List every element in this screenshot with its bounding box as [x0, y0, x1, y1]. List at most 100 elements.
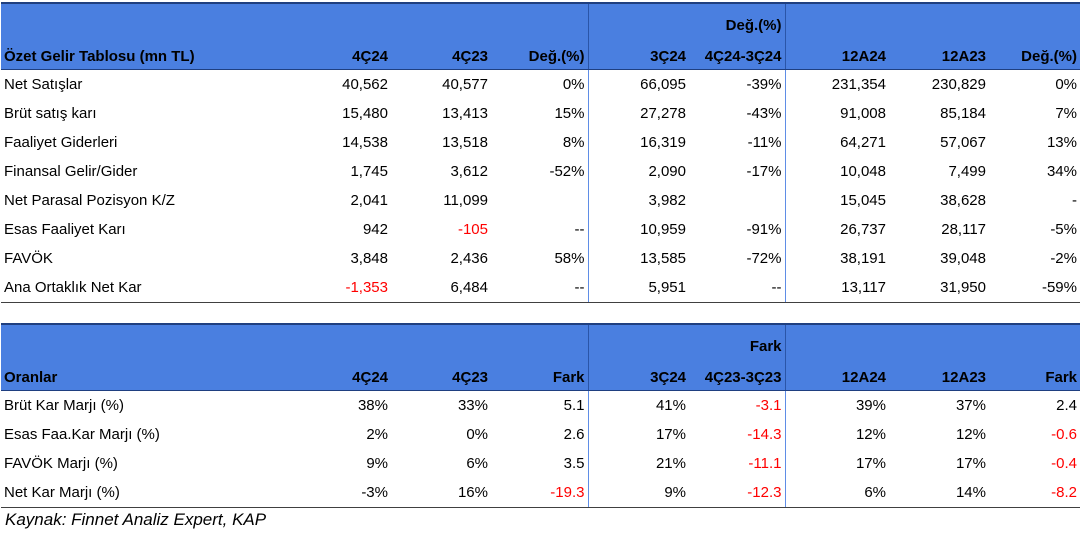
- row-label: Esas Faaliyet Karı: [4, 221, 126, 238]
- header-12a24: 12A24: [784, 355, 889, 391]
- table-cell: --: [491, 273, 588, 303]
- table-cell: 16,319: [587, 128, 689, 157]
- table-cell: 34%: [1046, 163, 1077, 180]
- table-cell: 39%: [784, 390, 889, 420]
- table-cell: [491, 186, 588, 215]
- header-spacer: [1, 3, 291, 34]
- table-cell: 40,562: [342, 76, 388, 93]
- header-spacer: [889, 3, 989, 34]
- table-cell: 6%: [466, 455, 488, 472]
- table-cell: -2%: [1050, 250, 1077, 267]
- table-cell: 13,117: [784, 273, 889, 303]
- header-spacer: [491, 324, 588, 355]
- table-cell: -0.4: [1051, 455, 1077, 472]
- header-title: Özet Gelir Tablosu (mn TL): [1, 34, 291, 70]
- header-diff-qoq-top: Fark: [689, 324, 785, 355]
- table-cell: 8%: [562, 134, 585, 151]
- table-cell: -14.3: [747, 426, 782, 443]
- table-cell: 3.5: [563, 455, 585, 472]
- table-cell: -11%: [747, 134, 782, 151]
- header-diff-annual: Fark: [989, 355, 1080, 391]
- header-spacer: [587, 3, 689, 34]
- table-cell: 230,829: [931, 76, 986, 93]
- table-row: Net Satışlar 40,562 40,577 0% 66,095 -39% 231,…: [1, 69, 1080, 99]
- header-4c24: 4Ç24: [291, 34, 391, 70]
- table-cell: 17%: [784, 449, 889, 478]
- header-spacer: [391, 324, 491, 355]
- header-4c24: 4Ç24: [291, 355, 391, 391]
- table-cell: 5,951: [587, 273, 689, 303]
- header-spacer: [587, 324, 689, 355]
- table-cell: -: [1072, 192, 1077, 209]
- table-cell: 26,737: [784, 215, 889, 244]
- header-spacer: [391, 3, 491, 34]
- header-spacer: [291, 324, 391, 355]
- table-row: FAVÖK Marjı (%) 9% 6% 3.5 21% -11.1 17% 17% -0.4: [1, 449, 1080, 478]
- table-cell: 2,041: [350, 192, 388, 209]
- header-12a24: 12A24: [784, 34, 889, 70]
- row-label: Ana Ortaklık Net Kar: [1, 273, 291, 303]
- table-cell: 10,048: [784, 157, 889, 186]
- table-cell: 14%: [889, 478, 989, 508]
- table-cell: -3.1: [755, 397, 782, 414]
- table-cell: -5%: [1050, 221, 1077, 238]
- header-change-qoq-top: Değ.(%): [689, 3, 785, 34]
- table-cell: 85,184: [940, 105, 986, 122]
- table-cell: -52%: [549, 163, 585, 180]
- header-spacer: [989, 324, 1080, 355]
- table-cell: -1,353: [291, 273, 391, 303]
- table-row: Esas Faa.Kar Marjı (%) 2% 0% 2.6 17% -14.3 12%…: [1, 420, 1080, 449]
- table-cell: 15,045: [784, 186, 889, 215]
- table-cell: -19.3: [491, 478, 588, 508]
- table-cell: -3%: [291, 478, 391, 508]
- table-cell: 37%: [955, 397, 986, 414]
- table-row: FAVÖK 3,848 2,436 58% 13,585 -72% 38,191 39,048…: [1, 244, 1080, 273]
- table-cell: 7,499: [948, 163, 986, 180]
- header-3c24: 3Ç24: [587, 355, 689, 391]
- table-cell: 11,099: [443, 192, 488, 209]
- table-cell: 1,745: [350, 163, 388, 180]
- table-row: Ana Ortaklık Net Kar -1,353 6,484 -- 5,951 --…: [1, 273, 1080, 303]
- table-cell: 0%: [1055, 76, 1077, 93]
- table-cell: 10,959: [587, 215, 689, 244]
- row-label: Finansal Gelir/Gider: [4, 163, 138, 180]
- table-cell: -43%: [746, 105, 782, 122]
- table-cell: 31,950: [889, 273, 989, 303]
- table-row: Esas Faaliyet Karı 942 -105 -- 10,959 -91% 26,…: [1, 215, 1080, 244]
- header-spacer: [989, 3, 1080, 34]
- row-label: Net Kar Marjı (%): [1, 478, 291, 508]
- header-4c23: 4Ç23: [391, 355, 491, 391]
- table-row: Brüt satış karı 15,480 13,413 15% 27,278 -43%…: [1, 99, 1080, 128]
- table-cell: 13%: [1046, 134, 1077, 151]
- ratios-table: Fark Oranlar 4Ç24 4Ç23 Fark 3Ç24 4Ç23-3Ç…: [1, 323, 1080, 508]
- table-cell: 38,628: [940, 192, 986, 209]
- header-spacer: [291, 3, 391, 34]
- table-cell: 64,271: [784, 128, 889, 157]
- table-row: Faaliyet Giderleri 14,538 13,518 8% 16,319 -1…: [1, 128, 1080, 157]
- table-row: Brüt Kar Marjı (%) 38% 33% 5.1 41% -3.1 39% 37%…: [1, 390, 1080, 420]
- header-spacer: [784, 324, 889, 355]
- table-cell: 0%: [562, 76, 585, 93]
- table-cell: -12.3: [689, 478, 785, 508]
- table-cell: 6,484: [391, 273, 491, 303]
- income-statement-table: Değ.(%) Özet Gelir Tablosu (mn TL) 4Ç24 …: [1, 2, 1080, 303]
- row-label: Net Satışlar: [4, 76, 83, 93]
- table-cell: 12%: [955, 426, 986, 443]
- table-cell: 12%: [784, 420, 889, 449]
- table-cell: -11.1: [748, 455, 782, 472]
- table-cell: --: [689, 273, 785, 303]
- header-change-annual: Değ.(%): [989, 34, 1080, 70]
- row-label: FAVÖK Marjı (%): [4, 455, 118, 472]
- table-cell: 2.4: [1056, 397, 1077, 414]
- table-cell: 16%: [391, 478, 491, 508]
- header-12a23: 12A23: [889, 355, 989, 391]
- table-cell: -8.2: [989, 478, 1080, 508]
- header-diff-yoy: Fark: [491, 355, 588, 391]
- table-cell: 27,278: [587, 99, 689, 128]
- header-change-qoq-bottom: 4Ç24-3Ç24: [689, 34, 785, 70]
- table-cell: 14,538: [342, 134, 388, 151]
- table-cell: 17%: [587, 420, 689, 449]
- header-spacer: [889, 324, 989, 355]
- table-cell: 91,008: [784, 99, 889, 128]
- table-cell: 2,090: [587, 157, 689, 186]
